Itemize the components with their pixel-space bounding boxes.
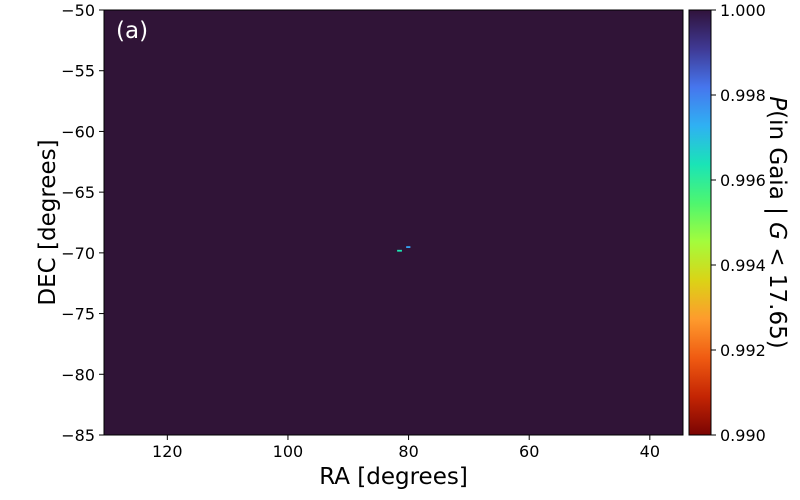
colorbar-tick-label-2: 0.996 (720, 171, 766, 190)
colorbar-ticks: 1.000 0.998 0.996 0.994 0.992 0.990 (711, 1, 766, 445)
x-tick-label-0: 120 (152, 442, 183, 461)
colorbar: 1.000 0.998 0.996 0.994 0.992 0.990 P(in Gaia… (688, 1, 790, 445)
x-tick-label-1: 100 (273, 442, 304, 461)
x-axis-ticks: 120 100 80 60 40 (152, 435, 660, 461)
y-tick-label-3: −65 (61, 183, 95, 202)
colorbar-tick-label-4: 0.992 (720, 341, 766, 360)
y-axis-label: DEC [degrees] (35, 139, 61, 305)
y-tick-label-4: −70 (61, 244, 95, 263)
colorbar-label-mid1: (in Gaia | (764, 110, 790, 222)
colorbar-tick-label-3: 0.994 (720, 256, 766, 275)
y-tick-label-0: −50 (61, 1, 95, 20)
plot-area: (a) (103, 9, 684, 436)
y-tick-label-5: −75 (61, 305, 95, 324)
colorbar-gradient (688, 9, 712, 436)
heatmap-cell-0 (397, 249, 402, 252)
heatmap-cells (397, 246, 411, 252)
colorbar-tick-label-5: 0.990 (720, 426, 766, 445)
colorbar-tick-label-0: 1.000 (720, 1, 766, 20)
y-tick-label-1: −55 (61, 62, 95, 81)
x-tick-label-2: 80 (398, 442, 418, 461)
y-tick-label-2: −60 (61, 122, 95, 141)
colorbar-label: P(in Gaia | G < 17.65) (764, 96, 790, 348)
y-axis-ticks: −50 −55 −60 −65 −70 −75 −80 −85 (61, 1, 104, 445)
x-tick-label-4: 40 (640, 442, 660, 461)
colorbar-label-mid2: < 17.65) (764, 240, 790, 349)
heatmap-cell-1 (406, 246, 411, 248)
heatmap-background (104, 10, 683, 435)
colorbar-tick-label-1: 0.998 (720, 86, 766, 105)
y-tick-label-6: −80 (61, 365, 95, 384)
x-axis-label: RA [degrees] (319, 464, 468, 490)
y-tick-label-7: −85 (61, 426, 95, 445)
plot-frame (103, 9, 684, 436)
x-tick-label-3: 60 (519, 442, 539, 461)
panel-label: (a) (116, 18, 148, 44)
